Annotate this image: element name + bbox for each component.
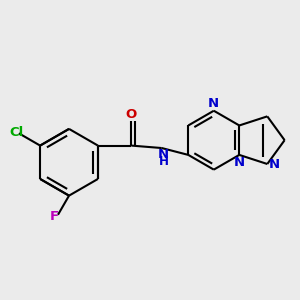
Text: O: O — [126, 108, 137, 121]
Text: N: N — [234, 156, 245, 169]
Text: Cl: Cl — [9, 126, 23, 139]
Text: N: N — [269, 158, 280, 170]
Text: F: F — [50, 210, 58, 223]
Text: N: N — [208, 98, 219, 110]
Text: N: N — [158, 148, 169, 161]
Text: H: H — [159, 155, 169, 168]
